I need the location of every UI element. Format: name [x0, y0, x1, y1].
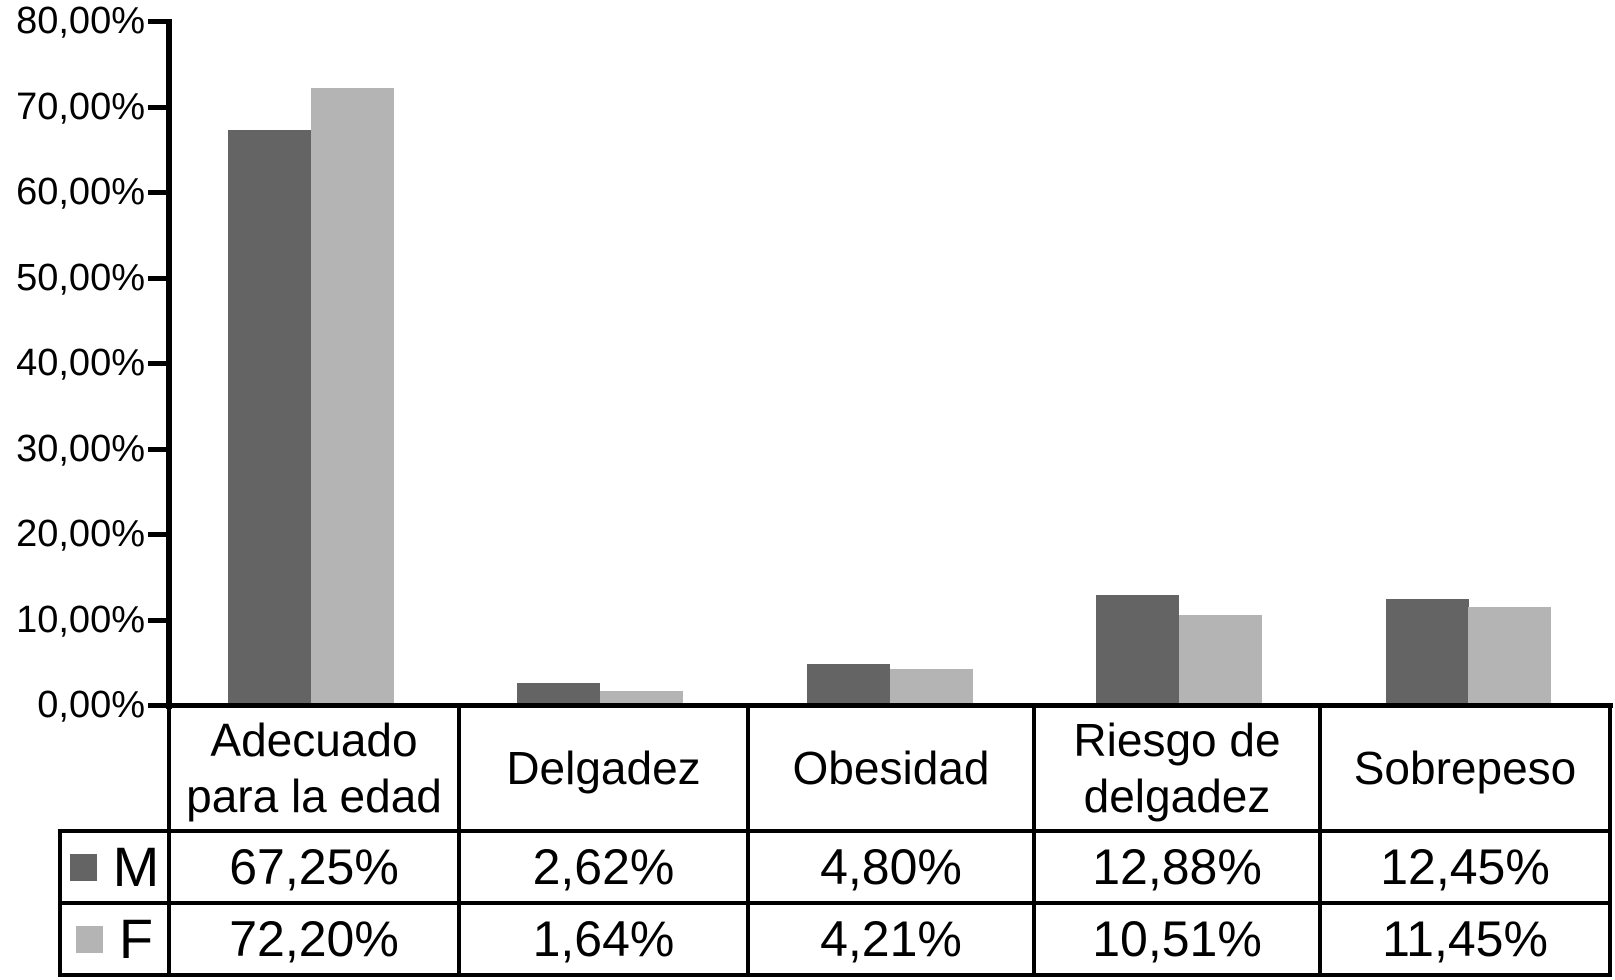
value-cell-f-delgadez: 1,64%	[457, 901, 750, 977]
bar-f-sobrepeso	[1468, 607, 1551, 705]
legend-entry-m: M	[64, 835, 165, 898]
category-header-obesidad: Obesidad	[746, 703, 1036, 833]
value-cell-m-riesgo-de-delgadez: 12,88%	[1032, 829, 1322, 905]
y-axis-tick	[148, 532, 166, 537]
y-axis-tick	[148, 190, 166, 195]
y-axis-tick	[148, 105, 166, 110]
category-header-delgadez: Delgadez	[457, 703, 750, 833]
value-cell-f-obesidad: 4,21%	[746, 901, 1036, 977]
y-axis-tick	[148, 447, 166, 452]
y-axis-label: 20,00%	[16, 513, 145, 555]
value-cell-m-adecuado-para-la-edad: 67,25%	[167, 829, 461, 905]
legend-entry-f: F	[64, 907, 165, 970]
category-header-riesgo-de-delgadez: Riesgo de delgadez	[1032, 703, 1322, 833]
bar-m-delgadez	[517, 683, 600, 705]
y-axis-label: 50,00%	[16, 257, 145, 299]
table-corner-cell	[60, 705, 169, 831]
bar-f-obesidad	[890, 669, 973, 705]
y-axis-tick	[148, 618, 166, 623]
category-header-adecuado-para-la-edad: Adecuado para la edad	[167, 703, 461, 833]
y-axis-tick	[148, 276, 166, 281]
y-axis-label: 60,00%	[16, 171, 145, 213]
y-axis-label: 30,00%	[16, 428, 145, 470]
value-cell-f-riesgo-de-delgadez: 10,51%	[1032, 901, 1322, 977]
legend-key-m-swatch-icon	[69, 853, 97, 881]
y-axis-tick	[148, 361, 166, 366]
series-row-f: F 72,20% 1,64% 4,21% 10,51% 11,45%	[58, 901, 1612, 977]
value-cell-m-obesidad: 4,80%	[746, 829, 1036, 905]
legend-label-m: M	[112, 835, 160, 898]
value-cell-m-delgadez: 2,62%	[457, 829, 750, 905]
bar-f-riesgo-de-delgadez	[1179, 615, 1262, 705]
legend-cell-m: M	[58, 829, 171, 905]
bar-m-adecuado-para-la-edad	[228, 130, 311, 705]
value-cell-m-sobrepeso: 12,45%	[1318, 829, 1612, 905]
category-header-sobrepeso: Sobrepeso	[1318, 703, 1612, 833]
legend-cell-f: F	[58, 901, 171, 977]
y-axis-tick	[148, 19, 166, 24]
y-axis-label: 40,00%	[16, 342, 145, 384]
bar-m-sobrepeso	[1386, 599, 1469, 705]
y-axis-label: 80,00%	[16, 0, 145, 42]
series-row-m: M 67,25% 2,62% 4,80% 12,88% 12,45%	[58, 829, 1612, 905]
bar-f-delgadez	[600, 691, 683, 705]
y-axis-tick	[148, 703, 166, 708]
chart-data-table: Adecuado para la edad Delgadez Obesidad Rie…	[58, 703, 1612, 977]
legend-key-f-swatch-icon	[75, 925, 103, 953]
y-axis-label: 0,00%	[37, 684, 145, 726]
y-axis-label: 70,00%	[16, 86, 145, 128]
category-header-row: Adecuado para la edad Delgadez Obesidad Rie…	[60, 703, 1612, 833]
value-cell-f-sobrepeso: 11,45%	[1318, 901, 1612, 977]
bar-m-obesidad	[807, 664, 890, 705]
y-axis-line	[166, 19, 172, 709]
legend-label-f: F	[118, 907, 154, 970]
y-axis-label: 10,00%	[16, 599, 145, 641]
bar-f-adecuado-para-la-edad	[311, 88, 394, 705]
value-cell-f-adecuado-para-la-edad: 72,20%	[167, 901, 461, 977]
bar-m-riesgo-de-delgadez	[1096, 595, 1179, 705]
